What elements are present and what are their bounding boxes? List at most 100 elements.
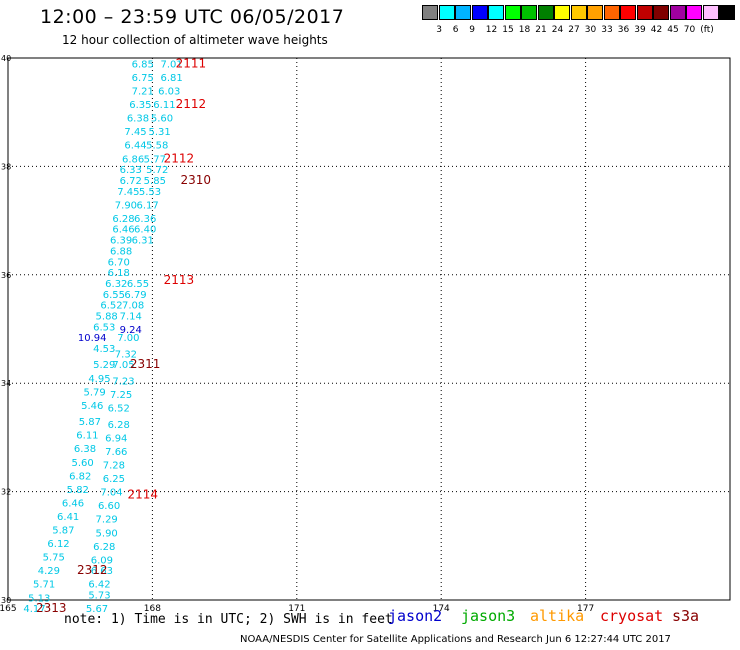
scale-label: 3 <box>436 25 442 35</box>
scale-swatch <box>587 5 603 20</box>
time-label: 2312 <box>77 563 108 577</box>
swh-label: 6.39 <box>110 236 132 247</box>
scale-label: 45 <box>667 25 679 35</box>
time-label: 2112 <box>164 151 195 165</box>
swh-label: 6.79 <box>124 290 146 301</box>
swh-label: 6.17 <box>136 200 158 211</box>
swh-label: 7.21 <box>132 87 154 98</box>
scale-label: 39 <box>634 25 646 35</box>
swh-label: 4.29 <box>38 566 60 577</box>
x-tick-label: 171 <box>288 604 305 614</box>
swh-label: 6.94 <box>105 433 127 444</box>
swh-label: 6.85 <box>132 59 154 70</box>
swh-label: 6.32 <box>105 279 127 290</box>
swh-label: 5.60 <box>71 458 93 469</box>
swh-label: 6.33 <box>120 165 142 176</box>
swh-label: 5.90 <box>96 528 118 539</box>
swh-label: 6.60 <box>98 501 120 512</box>
swh-label: 6.42 <box>88 580 110 591</box>
swh-label: 5.73 <box>88 591 110 602</box>
x-tick-label: 174 <box>433 604 450 614</box>
swh-label: 5.87 <box>52 526 74 537</box>
swh-label: 6.28 <box>108 420 130 431</box>
jason2-swh-label: 10.94 <box>78 333 107 344</box>
swh-label: 7.45 <box>117 187 139 198</box>
swh-label: 5.82 <box>67 485 89 496</box>
swh-label: 6.12 <box>47 539 69 550</box>
swh-label: 6.09 <box>91 555 113 566</box>
scale-label: 12 <box>485 25 498 35</box>
scale-label: 6 <box>452 25 459 35</box>
scale-label: 21 <box>535 25 547 35</box>
swh-label: 5.13 <box>28 593 50 604</box>
scale-swatch <box>603 5 620 20</box>
scale-label: 42 <box>650 25 663 35</box>
scale-swatch <box>620 5 636 20</box>
y-tick-label: 36 <box>1 271 11 280</box>
y-tick-label: 34 <box>1 379 11 388</box>
scale-swatch <box>702 5 719 20</box>
swh-label: 7.66 <box>105 447 127 458</box>
swh-label: 7.32 <box>115 349 137 360</box>
swh-label: 6.46 <box>112 225 134 236</box>
swh-label: 7.29 <box>96 515 118 526</box>
scale-swatch <box>669 5 686 20</box>
swh-label: 6.25 <box>103 474 125 485</box>
swh-label: 5.88 <box>96 311 118 322</box>
legend-jason2: jason2 <box>388 607 443 625</box>
scale-swatch <box>537 5 554 20</box>
swh-label: 6.31 <box>132 236 154 247</box>
units-note: note: 1) Time is in UTC; 2) SWH is in fe… <box>64 612 393 627</box>
swh-label: 7.08 <box>122 301 144 312</box>
swh-label: 5.58 <box>146 141 168 152</box>
swh-label: 6.75 <box>132 73 154 84</box>
scale-swatch <box>422 5 438 20</box>
time-label: 2112 <box>176 97 207 111</box>
swh-label: 7.45 <box>124 127 146 138</box>
swh-label: 6.86 <box>122 154 144 165</box>
swh-label: 6.40 <box>134 225 156 236</box>
scale-label: 9 <box>469 25 475 35</box>
y-tick-label: 38 <box>1 162 11 171</box>
swh-label: 6.28 <box>112 214 134 225</box>
swh-label: 5.72 <box>146 165 168 176</box>
legend-cryosat: cryosat <box>600 607 664 625</box>
scale-label: 70 <box>683 25 696 35</box>
scale-swatch <box>554 5 570 20</box>
plot-frame <box>7 57 731 601</box>
swh-label: 6.82 <box>69 471 91 482</box>
swh-label: 6.35 <box>129 100 151 111</box>
swh-label: 6.46 <box>62 498 84 509</box>
swh-label: 6.28 <box>93 542 115 553</box>
x-tick-label: 177 <box>577 604 594 614</box>
page-subtitle: 12 hour collection of altimeter wave hei… <box>62 33 328 47</box>
scale-label: 18 <box>518 25 531 35</box>
swh-label: 7.14 <box>120 311 142 322</box>
swh-label: 4.17 <box>23 604 45 615</box>
swh-label: 6.11 <box>76 431 98 442</box>
scale-swatch <box>504 5 521 20</box>
y-tick-label: 40 <box>1 54 11 63</box>
y-tick-label: 32 <box>1 488 11 497</box>
scale-label: 30 <box>584 25 597 35</box>
legend-s3a: s3a <box>672 607 700 625</box>
page-title: 12:00 – 23:59 UTC 06/05/2017 <box>40 6 345 28</box>
scale-label: 33 <box>601 25 613 35</box>
scale-swatch <box>570 5 587 20</box>
swh-label: 7.05 <box>112 360 134 371</box>
scale-label: 15 <box>502 25 514 35</box>
swh-label: 5.85 <box>144 176 166 187</box>
time-label: 2111 <box>176 56 207 70</box>
scale-label: 27 <box>568 25 580 35</box>
time-label: 2114 <box>127 487 158 501</box>
swh-label: 5.67 <box>86 604 108 615</box>
scale-swatch <box>653 5 669 20</box>
scale-label: 36 <box>617 25 630 35</box>
swh-label: 5.31 <box>148 127 170 138</box>
swh-label: 6.11 <box>153 100 175 111</box>
swh-label: 6.52 <box>108 404 130 415</box>
swh-label: 6.70 <box>108 257 130 268</box>
swh-label: 6.72 <box>120 176 142 187</box>
footer-credit: NOAA/NESDIS Center for Satellite Applica… <box>240 634 671 645</box>
